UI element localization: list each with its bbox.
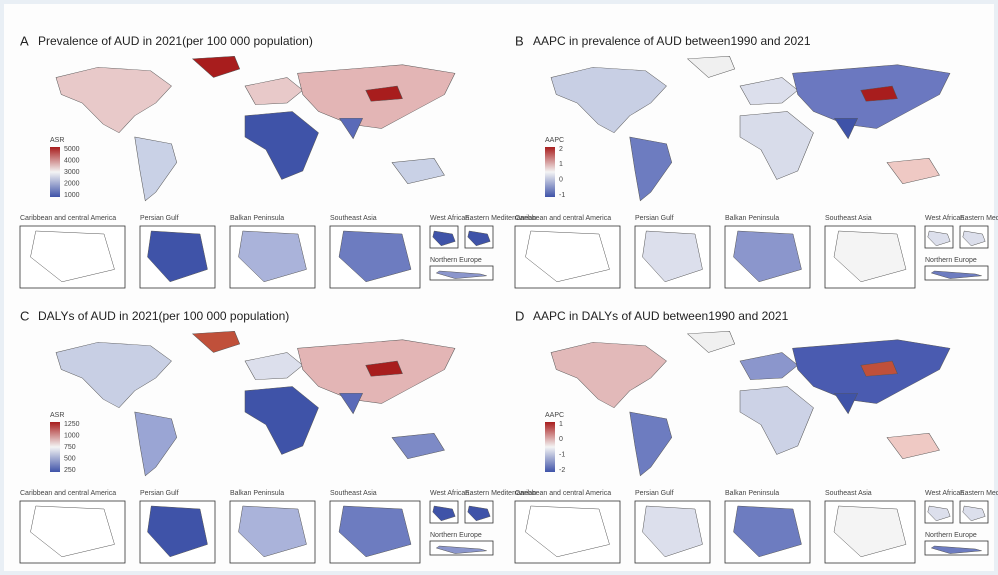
panel-letter: A bbox=[20, 33, 29, 48]
inset-label: West African bbox=[430, 215, 469, 222]
inset-label: Northern Europe bbox=[430, 532, 482, 539]
figure: A Prevalence of AUD in 2021(per 100 000 p… bbox=[0, 0, 998, 575]
inset-label: Southeast Asia bbox=[330, 490, 377, 497]
legend-title: ASR bbox=[50, 137, 64, 144]
panel-title: AAPC in DALYs of AUD between1990 and 202… bbox=[533, 309, 789, 323]
inset-label: Northern Europe bbox=[430, 257, 482, 264]
panel-letter: B bbox=[515, 33, 524, 48]
color-scale bbox=[50, 422, 60, 472]
legend-tick-label: 5000 bbox=[64, 146, 80, 153]
inset-label: West African bbox=[430, 490, 469, 497]
legend-tick-label: 1250 bbox=[64, 421, 80, 428]
legend-tick-label: -1 bbox=[559, 192, 565, 199]
inset-label: Caribbean and central America bbox=[20, 215, 116, 222]
inset-label: Persian Gulf bbox=[140, 215, 179, 222]
inset-label: Caribbean and central America bbox=[515, 215, 611, 222]
inset-label: Caribbean and central America bbox=[20, 490, 116, 497]
legend-tick-label: 750 bbox=[64, 444, 76, 451]
inset-label: West African bbox=[925, 490, 964, 497]
panel-letter: C bbox=[20, 308, 29, 323]
inset-label: Northern Europe bbox=[925, 532, 977, 539]
color-scale bbox=[50, 147, 60, 197]
inset-label: Persian Gulf bbox=[635, 215, 674, 222]
legend-tick-label: 250 bbox=[64, 467, 76, 474]
legend-tick-label: 3000 bbox=[64, 169, 80, 176]
inset-label: Balkan Peninsula bbox=[725, 490, 779, 497]
legend-tick-label: -2 bbox=[559, 467, 565, 474]
legend-tick-label: 0 bbox=[559, 177, 563, 184]
panel-title: Prevalence of AUD in 2021(per 100 000 po… bbox=[38, 34, 313, 48]
legend-title: AAPC bbox=[545, 137, 564, 144]
panel-letter: D bbox=[515, 308, 524, 323]
panel-title: AAPC in prevalence of AUD between1990 an… bbox=[533, 34, 811, 48]
inset-label: Northern Europe bbox=[925, 257, 977, 264]
inset-label: Balkan Peninsula bbox=[725, 215, 779, 222]
legend-tick-label: 4000 bbox=[64, 157, 80, 164]
legend-tick-label: 500 bbox=[64, 455, 76, 462]
legend-tick-label: 1 bbox=[559, 421, 563, 428]
legend-tick-label: 2 bbox=[559, 146, 563, 153]
inset-label: Caribbean and central America bbox=[515, 490, 611, 497]
legend-tick-label: 1000 bbox=[64, 192, 80, 199]
inset-label: Persian Gulf bbox=[140, 490, 179, 497]
inset-label: Southeast Asia bbox=[825, 490, 872, 497]
inset-label: Southeast Asia bbox=[330, 215, 377, 222]
panel-title: DALYs of AUD in 2021(per 100 000 populat… bbox=[38, 309, 289, 323]
legend-tick-label: 1 bbox=[559, 161, 563, 168]
inset-label: Southeast Asia bbox=[825, 215, 872, 222]
legend-tick-label: 0 bbox=[559, 436, 563, 443]
legend-tick-label: 2000 bbox=[64, 180, 80, 187]
legend-tick-label: 1000 bbox=[64, 432, 80, 439]
inset-label: Persian Gulf bbox=[635, 490, 674, 497]
inset-label: Eastern Mediterranean bbox=[960, 215, 998, 222]
legend-title: ASR bbox=[50, 412, 64, 419]
inset-label: West African bbox=[925, 215, 964, 222]
legend-tick-label: -1 bbox=[559, 452, 565, 459]
inset-label: Balkan Peninsula bbox=[230, 490, 284, 497]
inset-label: Eastern Mediterranean bbox=[960, 490, 998, 497]
color-scale bbox=[545, 147, 555, 197]
inset-label: Balkan Peninsula bbox=[230, 215, 284, 222]
color-scale bbox=[545, 422, 555, 472]
legend-title: AAPC bbox=[545, 412, 564, 419]
